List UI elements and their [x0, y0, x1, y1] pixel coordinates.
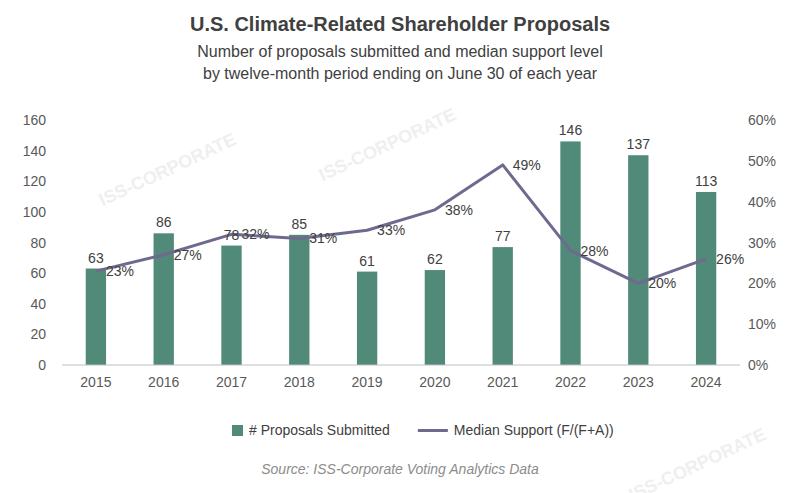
legend-label: Median Support (F/(F+A))	[454, 422, 614, 438]
bar	[493, 247, 513, 365]
y-tick-label: 20	[30, 326, 46, 342]
bar-label: 63	[88, 250, 104, 266]
y-tick-label: 60	[30, 265, 46, 281]
line-label: 28%	[581, 243, 609, 259]
y2-tick-label: 60%	[748, 112, 776, 128]
line	[96, 165, 706, 283]
x-tick-label: 2020	[419, 374, 450, 390]
legend: # Proposals Submitted Median Support (F/(…	[232, 422, 614, 438]
legend-swatch	[232, 425, 243, 436]
bar-label: 113	[695, 173, 718, 189]
bar-label: 146	[559, 122, 583, 138]
line-label: 49%	[513, 157, 541, 173]
bar	[696, 192, 716, 365]
line-label: 23%	[106, 263, 134, 279]
y-tick-label: 120	[23, 173, 47, 189]
y2-tick-label: 20%	[748, 275, 776, 291]
x-tick-label: 2015	[80, 374, 111, 390]
bar-label: 137	[627, 136, 651, 152]
y2-tick-label: 10%	[748, 316, 776, 332]
y2-tick-label: 40%	[748, 194, 776, 210]
subtitle: Number of proposals submitted and median…	[197, 43, 603, 60]
x-tick-label: 2019	[352, 374, 383, 390]
x-tick-label: 2017	[216, 374, 247, 390]
watermark: ISS-CORPORATE	[316, 104, 459, 185]
y-tick-label: 80	[30, 235, 46, 251]
bar-label: 85	[292, 216, 308, 232]
bar	[357, 272, 377, 365]
bar-label: 78	[224, 227, 240, 243]
line-label: 26%	[716, 251, 744, 267]
subtitle: by twelve-month period ending on June 30…	[203, 65, 598, 82]
x-tick-label: 2021	[487, 374, 518, 390]
y-tick-label: 40	[30, 296, 46, 312]
bar	[425, 270, 445, 365]
bar-label: 77	[495, 228, 511, 244]
x-tick-label: 2023	[623, 374, 654, 390]
legend-label: # Proposals Submitted	[249, 422, 390, 438]
bar	[289, 235, 309, 365]
bar-label: 86	[156, 214, 172, 230]
bar	[86, 269, 106, 365]
line-label: 33%	[377, 222, 405, 238]
y2-tick-label: 0%	[748, 357, 768, 373]
bar-label: 62	[427, 251, 443, 267]
watermark: ISS-CORPORATE	[626, 424, 769, 493]
bar	[628, 155, 648, 365]
y2-tick-label: 30%	[748, 235, 776, 251]
line-label: 32%	[242, 226, 270, 242]
y-tick-label: 100	[23, 204, 47, 220]
x-tick-label: 2018	[284, 374, 315, 390]
line-label: 27%	[174, 247, 202, 263]
source: Source: ISS-Corporate Voting Analytics D…	[261, 461, 539, 477]
line-label: 31%	[309, 230, 337, 246]
line-label: 20%	[648, 275, 676, 291]
title: U.S. Climate-Related Shareholder Proposa…	[190, 13, 610, 35]
legend-swatch	[418, 429, 448, 432]
x-axis-line	[62, 365, 740, 366]
x-tick-label: 2022	[555, 374, 586, 390]
y2-tick-label: 50%	[748, 153, 776, 169]
y-tick-label: 140	[23, 143, 47, 159]
bar	[221, 246, 241, 365]
x-tick-label: 2024	[691, 374, 722, 390]
y-tick-label: 160	[23, 112, 47, 128]
watermark: ISS-CORPORATE	[96, 129, 239, 210]
data-labels: 63 86 78 85 61 62 77 146 137 113 23% 27% 32% 31% 33% 38…	[88, 122, 744, 291]
background	[0, 0, 800, 493]
x-tick-label: 2016	[148, 374, 179, 390]
y-tick-label: 0	[38, 357, 46, 373]
chart: ISS-CORPORATE ISS-CORPORATE ISS-CORPORATE U…	[0, 0, 800, 493]
line-label: 38%	[445, 202, 473, 218]
marks	[86, 141, 717, 365]
bar-label: 61	[359, 253, 375, 269]
